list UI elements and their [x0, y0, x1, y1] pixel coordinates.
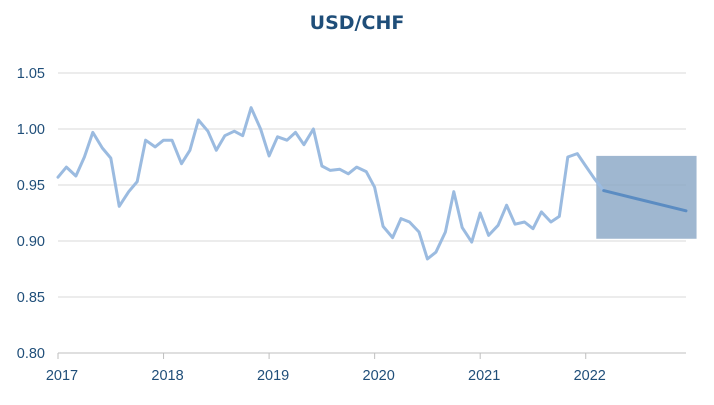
y-tick-label: 1.05	[17, 66, 45, 82]
forecast-band-layer	[596, 155, 697, 239]
x-tick-label: 2022	[574, 368, 606, 384]
history-series-line	[56, 106, 606, 261]
x-tick-label: 2018	[151, 368, 183, 384]
x-tick-label: 2021	[468, 368, 500, 384]
x-tick-label: 2019	[257, 368, 289, 384]
y-tick-label: 1.00	[17, 122, 45, 138]
forecast-series-line	[602, 189, 688, 213]
y-tick-label: 0.85	[17, 290, 45, 306]
y-tick-label: 0.80	[17, 346, 45, 362]
y-tick-label: 0.90	[17, 234, 45, 250]
chart-title: USD/CHF	[310, 12, 405, 34]
forecast-band	[596, 155, 697, 239]
series-layer	[56, 106, 688, 261]
x-tick-label: 2020	[363, 368, 395, 384]
y-tick-label: 0.95	[17, 178, 45, 194]
x-tick-label: 2017	[46, 368, 78, 384]
y-axis-tick-labels: 0.80 0.85 0.90 0.95 1.00 1.05	[17, 66, 45, 362]
x-axis	[57, 352, 686, 359]
x-axis-tick-labels: 2017 2018 2019 2020 2021 2022	[46, 368, 606, 384]
